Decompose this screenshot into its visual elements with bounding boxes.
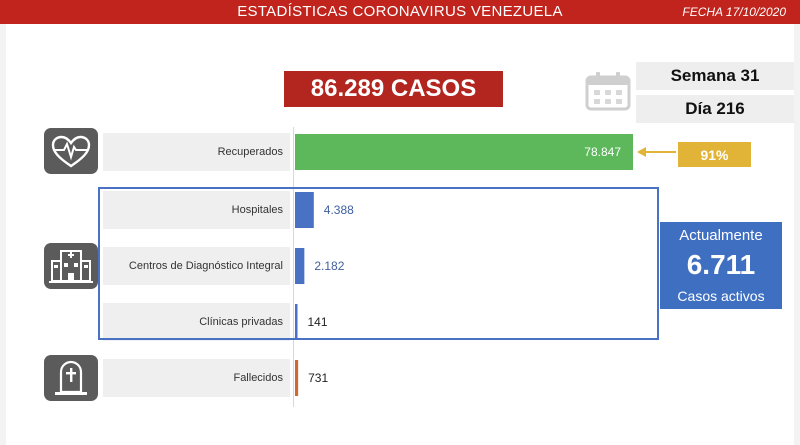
row-background-deceased bbox=[103, 359, 290, 397]
recovered-percent-badge: 91% bbox=[678, 142, 751, 167]
bar-value-label: 4.388 bbox=[324, 203, 354, 217]
bar-value-label: 78.847 bbox=[584, 145, 621, 159]
week-box: Semana 31 bbox=[636, 62, 794, 90]
row-background-cdi bbox=[103, 247, 290, 285]
day-label: Día 216 bbox=[685, 99, 745, 118]
bar-recovered bbox=[295, 134, 633, 170]
percent-arrow-head bbox=[637, 147, 646, 157]
bar-value-label: 2.182 bbox=[314, 259, 344, 273]
calendar-icon bbox=[585, 72, 631, 111]
chart-axis-line bbox=[293, 127, 294, 407]
row-background-hospitals bbox=[103, 191, 290, 229]
bar-hospitals bbox=[295, 192, 314, 228]
category-label: Centros de Diagnóstico Integral bbox=[128, 260, 283, 272]
header-date: FECHA 17/10/2020 bbox=[682, 5, 786, 19]
active-cases-subtitle: Casos activos bbox=[677, 288, 765, 304]
bar-cdi bbox=[295, 248, 305, 284]
total-cases-box: 86.289 CASOS bbox=[284, 71, 503, 107]
active-cases-value: 6.711 bbox=[686, 249, 756, 280]
hospitalized-group-frame bbox=[98, 187, 659, 340]
category-label: Clínicas privadas bbox=[199, 316, 283, 328]
week-label: Semana 31 bbox=[670, 66, 760, 85]
bar-private-clinics bbox=[295, 304, 298, 340]
active-cases-box: Actualmente 6.711 Casos activos bbox=[660, 222, 782, 309]
category-label: Fallecidos bbox=[233, 372, 283, 384]
category-label: Hospitales bbox=[231, 204, 283, 216]
day-box: Día 216 bbox=[636, 95, 794, 123]
row-background-recovered bbox=[103, 133, 290, 171]
recovered-percent-label: 91% bbox=[700, 146, 729, 163]
heart-pulse-icon bbox=[44, 128, 98, 174]
hospital-icon bbox=[44, 243, 98, 289]
bar-value-label: 141 bbox=[308, 315, 328, 329]
active-cases-title: Actualmente bbox=[679, 227, 763, 244]
tombstone-icon bbox=[44, 355, 98, 401]
bar-deceased bbox=[295, 360, 299, 396]
bar-value-label: 731 bbox=[308, 371, 328, 385]
category-label: Recuperados bbox=[217, 146, 283, 158]
total-cases-label: 86.289 CASOS bbox=[310, 75, 477, 102]
row-background-clinics bbox=[103, 303, 290, 341]
header-title: ESTADÍSTICAS CORONAVIRUS VENEZUELA bbox=[237, 3, 563, 20]
header-bar: ESTADÍSTICAS CORONAVIRUS VENEZUELA FECHA… bbox=[0, 0, 800, 24]
